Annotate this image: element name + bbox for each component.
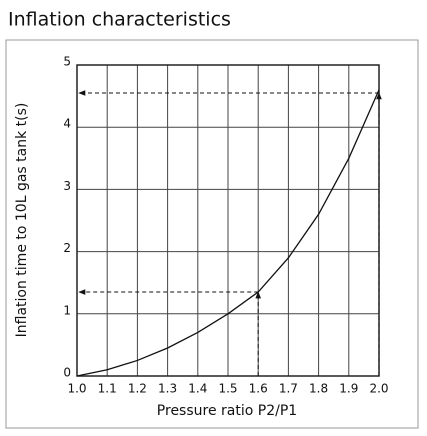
y-tick-label: 0 — [63, 366, 71, 380]
x-tick-label: 1.2 — [128, 382, 147, 396]
x-tick-label: 1.3 — [158, 382, 177, 396]
y-tick-label: 2 — [63, 241, 71, 255]
x-tick-label: 1.1 — [98, 382, 117, 396]
x-axis-label: Pressure ratio P2/P1 — [157, 403, 297, 419]
y-tick-label: 4 — [63, 117, 71, 131]
curve — [76, 89, 380, 377]
x-tick-label: 1.5 — [218, 382, 237, 396]
x-tick-label: 1.6 — [249, 382, 268, 396]
x-tick-label: 1.0 — [67, 382, 86, 396]
chart-title: Inflation characteristics — [8, 9, 231, 31]
x-tick-label: 1.9 — [339, 382, 358, 396]
y-tick-label: 5 — [63, 55, 71, 69]
frame — [5, 39, 419, 429]
x-tick-label: 1.7 — [279, 382, 298, 396]
y-tick-label: 3 — [63, 179, 71, 193]
y-tick-label: 1 — [63, 303, 71, 317]
y-axis-label: Inflation time to 10L gas tank t(s) — [14, 103, 30, 338]
x-tick-label: 1.4 — [188, 382, 207, 396]
x-tick-label: 2.0 — [369, 382, 388, 396]
x-tick-label: 1.8 — [309, 382, 328, 396]
